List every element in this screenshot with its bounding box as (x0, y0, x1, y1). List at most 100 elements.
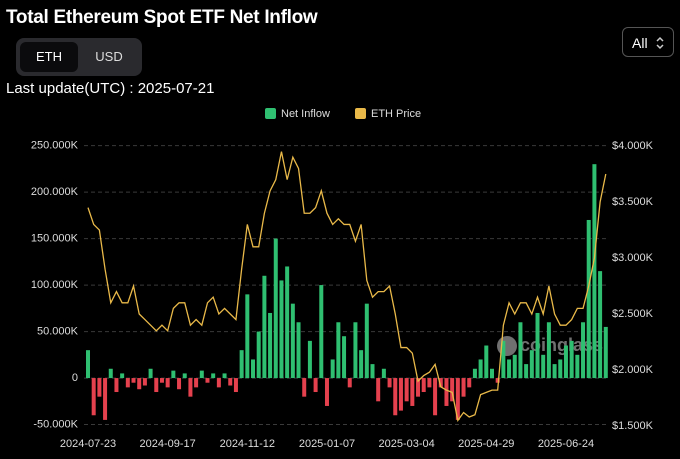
x-tick-label: 2025-06-24 (538, 438, 594, 450)
bar (279, 280, 284, 379)
bar (154, 378, 159, 393)
bar (148, 368, 153, 379)
bar (592, 164, 597, 379)
bar (467, 378, 472, 388)
bar (421, 378, 426, 393)
bar (108, 368, 113, 379)
x-tick-label: 2024-11-12 (220, 438, 275, 450)
bar (120, 373, 125, 379)
y-tick-label: 150.000K (31, 232, 79, 244)
bar (290, 303, 295, 379)
legend-swatch (265, 108, 276, 119)
bar (182, 373, 187, 379)
bar (302, 378, 307, 397)
bar (416, 378, 421, 397)
bar (97, 378, 102, 397)
bar (552, 364, 557, 379)
toggle-eth[interactable]: ETH (20, 42, 78, 72)
bar (427, 378, 432, 388)
bar (359, 350, 364, 379)
bar (194, 378, 199, 388)
bar (586, 219, 591, 379)
bar (507, 359, 512, 379)
bar (324, 378, 329, 406)
bar (86, 350, 90, 379)
bar (307, 340, 312, 379)
bar (228, 378, 233, 386)
bar (501, 340, 506, 379)
bar (489, 368, 494, 379)
bar (159, 378, 164, 383)
y-tick-label: 200.000K (31, 186, 79, 198)
bar (216, 378, 221, 388)
bar (285, 266, 290, 379)
bar (114, 378, 119, 393)
last-update: Last update(UTC) : 2025-07-21 (6, 80, 215, 97)
range-label: All (632, 35, 648, 51)
y2-tick-label: $2.000K (612, 364, 654, 376)
bar (256, 331, 261, 379)
bar (296, 322, 301, 379)
bar (541, 354, 546, 379)
price-line (87, 151, 607, 422)
bar (524, 364, 529, 379)
y-tick-label: 100.000K (31, 279, 79, 291)
bar (535, 312, 540, 379)
bar (433, 378, 438, 416)
bar (262, 275, 267, 379)
x-tick-label: 2025-03-04 (378, 438, 434, 450)
bar (546, 322, 551, 379)
bar (461, 378, 466, 397)
bar (364, 303, 369, 379)
y2-tick-label: $3.500K (612, 196, 654, 208)
bar (347, 378, 352, 388)
bar (245, 294, 250, 379)
bar (563, 345, 568, 379)
bar (222, 373, 227, 379)
bar (376, 378, 381, 402)
bar (558, 359, 563, 379)
bar (370, 364, 375, 379)
unit-toggle: ETH USD (16, 38, 142, 76)
bar (205, 378, 210, 383)
bar (336, 322, 341, 379)
bar (188, 378, 193, 397)
bar (353, 322, 358, 379)
y-tick-label: 250.000K (31, 139, 79, 151)
bar (233, 378, 238, 393)
bar (319, 285, 324, 379)
y-tick-label: 50.000K (37, 325, 79, 337)
bar (438, 378, 443, 388)
legend-label: ETH Price (371, 108, 421, 120)
bar (142, 378, 147, 386)
bar (495, 378, 500, 383)
bar (410, 378, 415, 406)
bar (273, 238, 278, 379)
bar (165, 378, 170, 388)
bar (313, 378, 318, 393)
bar (512, 354, 517, 379)
bar (171, 370, 176, 379)
bar (569, 340, 574, 379)
range-select[interactable]: All (622, 27, 674, 57)
bar (575, 354, 580, 379)
y2-tick-label: $3.000K (612, 252, 654, 264)
bar (484, 345, 489, 379)
toggle-usd[interactable]: USD (95, 49, 123, 64)
bar (177, 378, 182, 390)
bar (381, 368, 386, 379)
bar (91, 378, 96, 416)
bar (603, 326, 608, 379)
bar (211, 373, 216, 379)
bar (472, 368, 477, 379)
bar (103, 378, 108, 420)
legend: Net Inflow ETH Price (265, 108, 421, 120)
x-tick-label: 2024-07-23 (60, 438, 116, 450)
bar (131, 378, 136, 383)
y2-tick-label: $1.500K (612, 420, 654, 432)
bar (342, 336, 347, 379)
y-tick-label: -50.000K (33, 418, 78, 430)
bar (404, 378, 409, 402)
